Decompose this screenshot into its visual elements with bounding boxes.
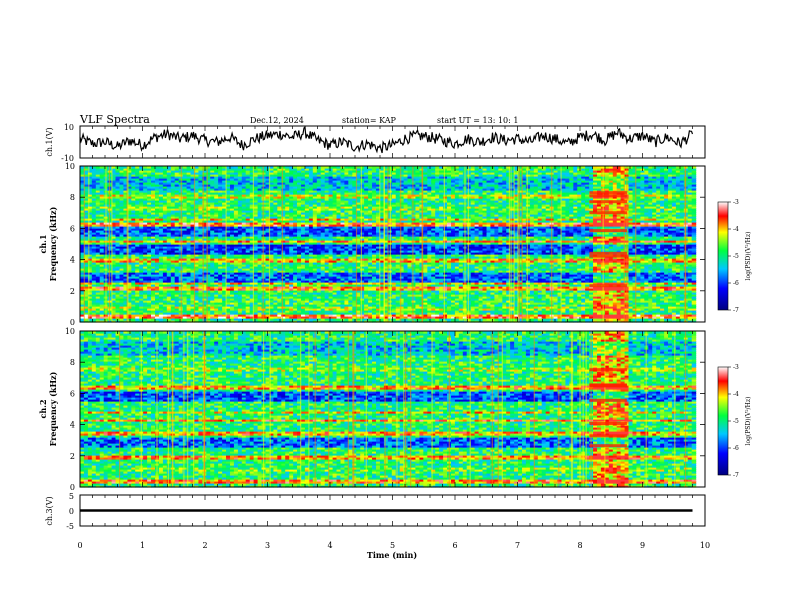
ch1-ytick-4: 4 bbox=[70, 256, 75, 265]
date-label: Dec.12, 2024 bbox=[250, 116, 304, 125]
ch1-spectrogram-panel: 0 2 4 6 8 10 ch.1 Frequency (kHz) bbox=[38, 162, 705, 327]
x-tick-4: 4 bbox=[327, 541, 332, 550]
x-tick-7: 7 bbox=[515, 541, 520, 550]
ch1-colorbar-tick--6: -6 bbox=[733, 280, 739, 287]
ch2-ylabel-channel: ch.2 bbox=[38, 399, 48, 418]
ch3-waveform-panel: 5 0 -5 ch.3(V) bbox=[45, 492, 705, 531]
ch2-spectrogram-image bbox=[80, 331, 696, 488]
ch1-colorbar-label: log(PSD)(V²/Hz) bbox=[745, 232, 752, 281]
x-tick-8: 8 bbox=[577, 541, 582, 550]
ch2-colorbar-tick--3: -3 bbox=[733, 364, 739, 371]
ch1-ytick-10: 10 bbox=[65, 162, 75, 171]
ch1-colorbar: -3 -4 -5 -6 -7 log(PSD)(V²/Hz) bbox=[718, 199, 752, 314]
ch1-colorbar-tick--5: -5 bbox=[733, 253, 739, 260]
ch1-ylabel-frequency: Frequency (kHz) bbox=[48, 206, 58, 281]
ch2-ylabel-frequency: Frequency (kHz) bbox=[48, 371, 58, 446]
ch2-ytick-8: 8 bbox=[70, 358, 75, 367]
ch1-ytick-2: 2 bbox=[70, 287, 75, 296]
ch2-colorbar-tick--6: -6 bbox=[733, 445, 739, 452]
ch2-colorbar-label: log(PSD)(V²/Hz) bbox=[745, 397, 752, 446]
ch1-ytick-top: 10 bbox=[64, 123, 74, 132]
x-tick-5: 5 bbox=[390, 541, 395, 550]
ch3-ytick-bottom: -5 bbox=[66, 522, 74, 531]
x-tick-2: 2 bbox=[202, 541, 207, 550]
x-tick-6: 6 bbox=[452, 541, 457, 550]
ch2-colorbar: -3 -4 -5 -6 -7 log(PSD)(V²/Hz) bbox=[718, 364, 752, 479]
ch1-ylabel-channel: ch.1 bbox=[38, 234, 48, 253]
station-label: station= KAP bbox=[342, 116, 397, 125]
x-tick-0: 0 bbox=[77, 541, 82, 550]
ch1-ylabel: ch.1(V) bbox=[45, 127, 54, 156]
x-tick-9: 9 bbox=[640, 541, 645, 550]
ch3-ytick-mid: 0 bbox=[69, 507, 74, 516]
ch1-colorbar-tick--4: -4 bbox=[733, 226, 739, 233]
ch2-colorbar-tick--4: -4 bbox=[733, 391, 739, 398]
ch2-ytick-6: 6 bbox=[70, 389, 75, 398]
vlf-figure: VLF Spectra Dec.12, 2024 station= KAP st… bbox=[0, 0, 792, 612]
ch3-ylabel: ch.3(V) bbox=[45, 496, 54, 525]
ch2-colorbar-tick--5: -5 bbox=[733, 418, 739, 425]
ch1-spectrogram-image bbox=[80, 166, 696, 323]
ch2-spectrogram-panel: 0 2 4 6 8 10 ch.2 Frequency (kHz) bbox=[38, 327, 705, 492]
ch2-ytick-0: 0 bbox=[70, 483, 75, 492]
ch1-ytick-6: 6 bbox=[70, 224, 75, 233]
ch1-colorbar-tick--3: -3 bbox=[733, 199, 739, 206]
ch1-ytick-0: 0 bbox=[70, 318, 75, 327]
figure-title: VLF Spectra bbox=[79, 113, 150, 126]
x-axis-label: Time (min) bbox=[367, 550, 417, 560]
ch1-waveform-panel: 10 -10 ch.1(V) bbox=[45, 123, 705, 163]
ch2-ytick-4: 4 bbox=[70, 421, 75, 430]
ch3-ytick-top: 5 bbox=[69, 492, 74, 501]
ch3-waveform-band bbox=[80, 509, 693, 511]
ch2-ytick-10: 10 bbox=[65, 327, 75, 336]
ch2-ytick-2: 2 bbox=[70, 452, 75, 461]
ch1-colorbar-tick--7: -7 bbox=[733, 307, 739, 314]
x-tick-3: 3 bbox=[265, 541, 270, 550]
start-time-label: start UT = 13: 10: 1 bbox=[437, 116, 518, 125]
ch2-colorbar-tick--7: -7 bbox=[733, 472, 739, 479]
x-tick-1: 1 bbox=[140, 541, 145, 550]
x-tick-10: 10 bbox=[700, 541, 710, 550]
ch1-ytick-8: 8 bbox=[70, 193, 75, 202]
